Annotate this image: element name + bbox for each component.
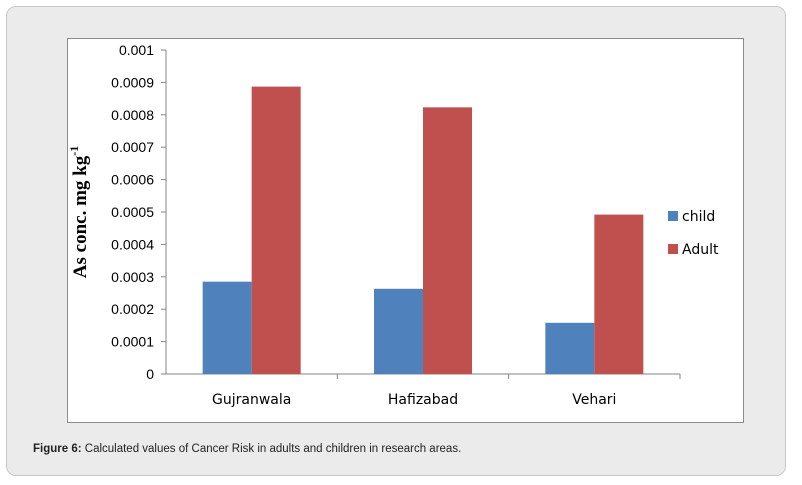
y-tick-label: 0 [146,366,154,382]
bar-adult-hafizabad [423,107,472,375]
y-tick-label: 0.0009 [111,74,154,90]
legend-label-child: child [682,209,715,225]
y-tick-label: 0.001 [119,42,154,58]
y-tick-label: 0.0007 [111,139,154,155]
legend-label-adult: Adult [682,242,719,258]
legend-swatch-child [668,211,678,221]
caption-text: Calculated values of Cancer Risk in adul… [81,443,462,455]
y-tick-label: 0.0001 [111,334,154,350]
y-tick-label: 0.0003 [111,269,154,285]
bar-child-hafizabad [374,288,423,374]
bar-child-vehari [545,322,595,374]
bar-adult-gujranwala [251,86,301,374]
x-tick-label: Gujranwala [212,392,291,408]
bar-adult-vehari [594,214,644,374]
y-tick-label: 0.0005 [111,204,154,220]
y-tick-label: 0.0008 [111,107,154,123]
y-tick-label: 0.0004 [111,236,154,252]
figure-caption: Figure 6: Calculated values of Cancer Ri… [33,443,461,455]
x-tick-label: Hafizabad [388,392,458,408]
y-tick-label: 0.0006 [111,172,154,188]
caption-label: Figure 6: [33,443,82,455]
legend-swatch-adult [668,244,678,254]
x-tick-label: Vehari [572,392,616,408]
legend: child Adult [668,209,719,258]
tick-labels: 0 0.0001 0.0002 0.0003 0.0004 0.0005 0.0006 0.0… [111,42,616,408]
bars [202,86,644,375]
y-axis-label: As conc. mg kg-1 [67,146,91,278]
bar-child-gujranwala [202,281,252,374]
y-tick-label: 0.0002 [111,301,154,317]
